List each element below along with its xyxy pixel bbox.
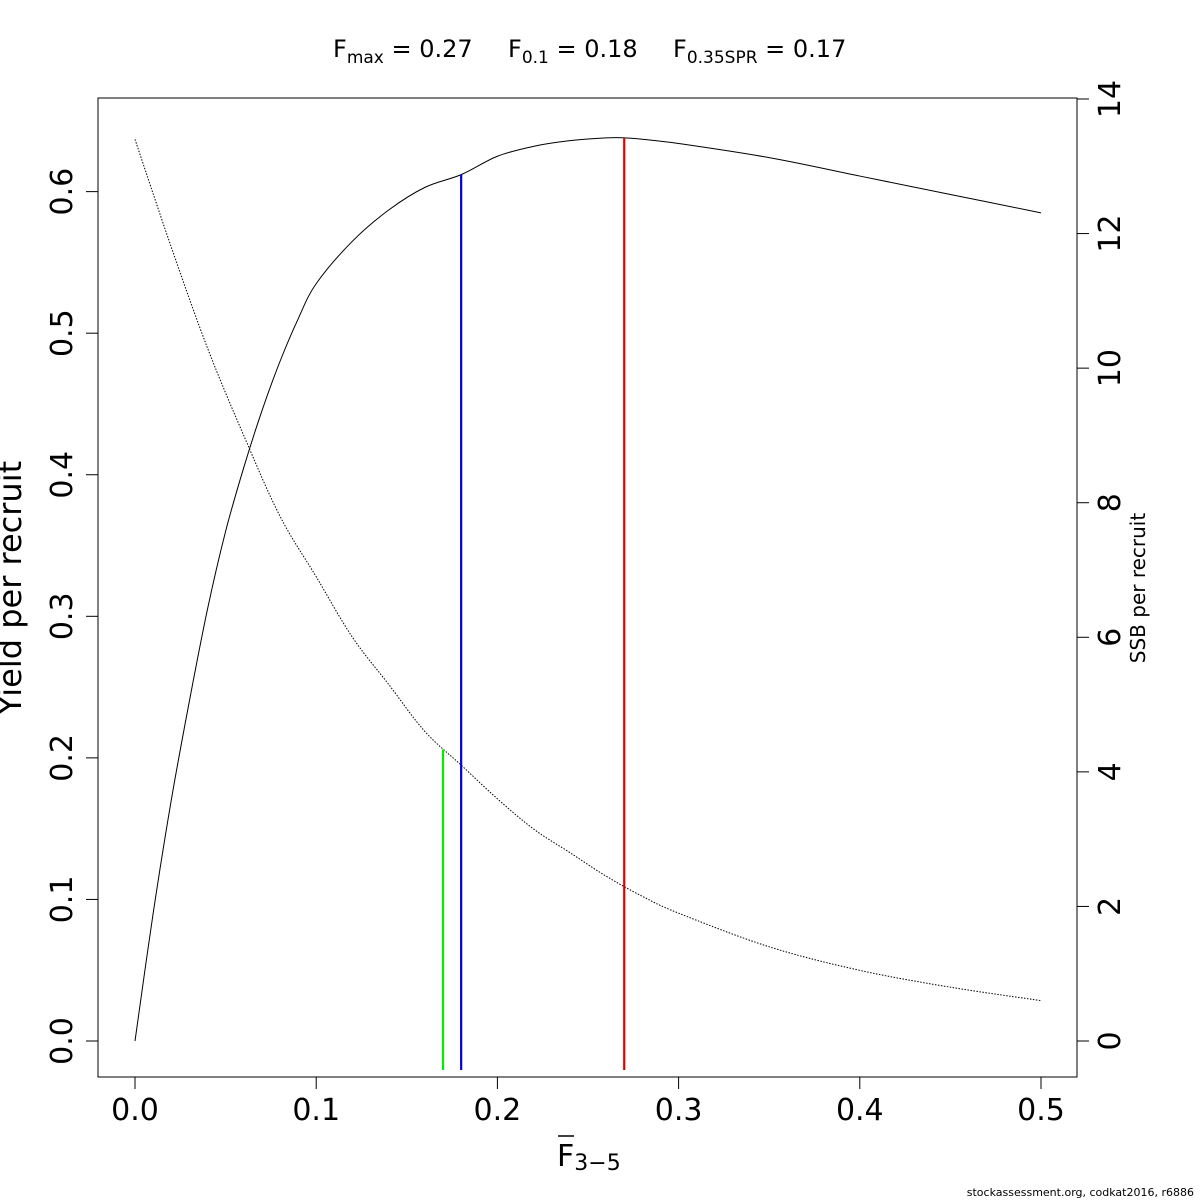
y-tick-label-right: 10 bbox=[1093, 349, 1128, 387]
x-tick-label: 0.2 bbox=[474, 1093, 522, 1128]
series-layer bbox=[134, 137, 1042, 1042]
y-tick-label-left: 0.5 bbox=[45, 309, 80, 357]
yield-per-recruit-line bbox=[134, 137, 1042, 1042]
y-tick-label-right: 6 bbox=[1093, 628, 1128, 647]
title-fmax: Fmax = 0.27 bbox=[333, 35, 473, 68]
x-axis-label: F3−5 bbox=[557, 1135, 621, 1176]
y-tick-label-right: 8 bbox=[1093, 493, 1128, 512]
ssb-per-recruit-line bbox=[134, 139, 1042, 1002]
y-axis-right: 0 2 4 6 8 10 12 14 bbox=[1076, 80, 1128, 1051]
x-axis: 0.0 0.1 0.2 0.3 0.4 0.5 bbox=[111, 1076, 1065, 1128]
y-tick-label-left: 0.4 bbox=[45, 451, 80, 499]
y-tick-label-left: 0.3 bbox=[45, 592, 80, 640]
x-tick-label: 0.5 bbox=[1017, 1093, 1065, 1128]
y-axis-label-right: SSB per recruit bbox=[1126, 513, 1150, 664]
y-tick-label-left: 0.0 bbox=[45, 1017, 80, 1065]
y-tick-label-right: 12 bbox=[1093, 214, 1128, 252]
y-axis-left: 0.0 0.1 0.2 0.3 0.4 0.5 0.6 bbox=[45, 168, 99, 1065]
footer-credit: stockassessment.org, codkat2016, r6886 bbox=[967, 1186, 1194, 1199]
y-tick-label-left: 0.6 bbox=[45, 168, 80, 216]
y-tick-label-right: 14 bbox=[1093, 80, 1128, 118]
x-tick-label: 0.0 bbox=[111, 1093, 159, 1128]
y-tick-label-right: 0 bbox=[1093, 1031, 1128, 1050]
svg-text:F3−5: F3−5 bbox=[557, 1139, 621, 1176]
y-axis-label-left: Yield per recruit bbox=[0, 461, 29, 716]
y-tick-label-left: 0.2 bbox=[45, 734, 80, 782]
plot-frame bbox=[97, 97, 1078, 1078]
title-f01: F0.1 = 0.18 bbox=[508, 35, 638, 68]
reference-lines bbox=[441, 137, 626, 1070]
y-tick-label-right: 4 bbox=[1093, 762, 1128, 781]
title-fspr: F0.35SPR = 0.17 bbox=[673, 35, 846, 68]
x-tick-label: 0.3 bbox=[655, 1093, 703, 1128]
x-tick-label: 0.1 bbox=[292, 1093, 340, 1128]
y-tick-label-right: 2 bbox=[1093, 897, 1128, 916]
y-tick-label-left: 0.1 bbox=[45, 876, 80, 924]
x-tick-label: 0.4 bbox=[836, 1093, 884, 1128]
